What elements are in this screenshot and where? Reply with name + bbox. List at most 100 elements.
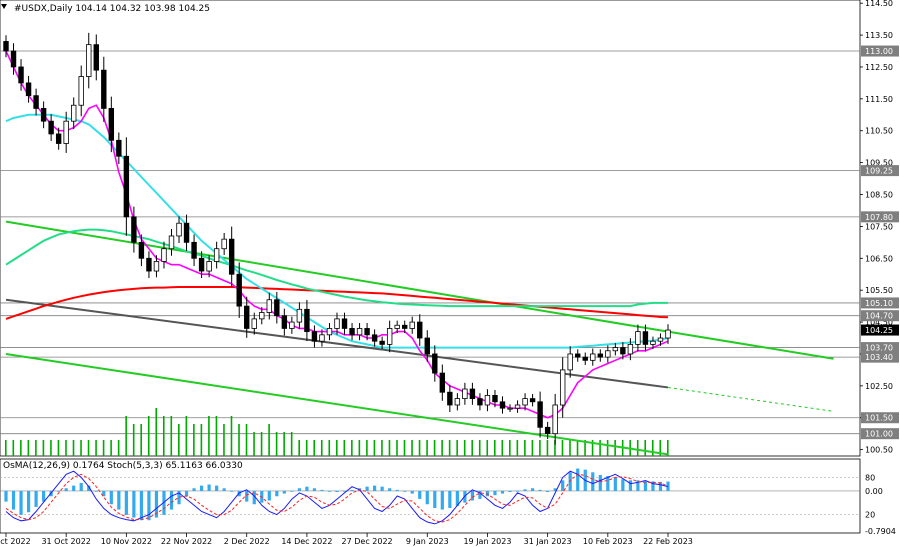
current-price-box [861, 324, 899, 336]
volume-bar-56 [426, 440, 428, 456]
volume-bar-61 [463, 440, 466, 456]
volume-bar-69 [524, 440, 526, 456]
candle-43 [326, 323, 333, 341]
candle-4 [33, 88, 39, 116]
volume-bar-31 [238, 424, 240, 456]
volume-bar-62 [471, 440, 474, 456]
osc-tick-3: -0.7904 [865, 527, 896, 536]
candle-body-56 [424, 337, 430, 355]
candle-body-60 [454, 398, 461, 406]
candle-30 [228, 226, 235, 287]
candle-37 [281, 308, 288, 336]
price-tick-4: 110.50 [865, 127, 893, 136]
osma-bar-17 [132, 490, 136, 518]
candle-18 [138, 234, 145, 267]
channel-dashed-2 [667, 386, 834, 412]
volume-bar-51 [388, 440, 391, 456]
osc-tick-2: 20 [865, 511, 875, 520]
candle-10 [78, 65, 84, 117]
volume-bar-1 [12, 440, 15, 456]
time-label-3: 22 Nov 2022 [161, 537, 212, 546]
osma-bar-33 [252, 490, 256, 505]
time-label-1: 31 Oct 2022 [41, 537, 90, 546]
candle-body-42 [319, 334, 325, 342]
time-label-5: 14 Dec 2022 [281, 537, 332, 546]
candle-body-48 [364, 328, 370, 336]
volume-bar-0 [5, 440, 7, 456]
osma-bar-23 [177, 490, 181, 505]
candle-1 [10, 43, 17, 75]
price-axis: 114.50 113.50 112.50 111.50 110.50 109.50 108.… [860, 0, 899, 455]
level-label-box-1 [861, 165, 899, 177]
candle-body-70 [529, 398, 536, 403]
volume-bar-19 [147, 416, 150, 456]
candle-body-12 [93, 44, 99, 71]
channel-line-1 [5, 352, 669, 456]
volume-bar-13 [102, 440, 105, 456]
candle-body-15 [116, 139, 122, 157]
candle-body-34 [259, 312, 265, 320]
osma-bar-15 [117, 490, 121, 510]
level-label-box-6 [861, 351, 899, 363]
candle-88 [665, 324, 671, 344]
candle-79 [597, 349, 603, 362]
volume-bar-5 [42, 440, 45, 456]
candle-body-84 [635, 331, 641, 345]
candle-77 [582, 352, 588, 365]
volume-bar-75 [569, 440, 571, 456]
volume-bar-50 [381, 440, 383, 456]
osma-bar-10 [79, 482, 83, 491]
candle-body-10 [78, 76, 84, 106]
candle-body-5 [40, 108, 47, 122]
volume-bar-9 [72, 440, 75, 456]
candle-52 [394, 320, 400, 334]
candle-body-20 [153, 261, 160, 272]
candle-body-52 [394, 324, 400, 329]
volume-bar-65 [493, 440, 496, 456]
time-label-2: 10 Nov 2022 [101, 537, 152, 546]
candle-body-63 [477, 398, 483, 406]
candle-2 [18, 59, 24, 91]
osma-bar-1 [11, 490, 16, 510]
volume-bar-25 [193, 424, 195, 456]
candle-40 [304, 299, 310, 342]
candle-27 [206, 255, 212, 278]
osma-bar-51 [388, 488, 392, 491]
candle-body-21 [161, 248, 167, 262]
volume-bar-47 [358, 440, 361, 456]
channel-line-0 [5, 220, 669, 333]
candle-body-33 [251, 318, 257, 329]
candle-body-16 [123, 155, 130, 218]
osma-bar-36 [275, 490, 279, 497]
channel-line-2 [5, 298, 669, 389]
osma-bar-37 [282, 490, 286, 494]
volume-bar-35 [268, 424, 270, 456]
candle-55 [417, 314, 423, 346]
volume-bar-39 [298, 440, 300, 456]
candle-84 [635, 324, 641, 352]
osma-bar-14 [109, 490, 113, 505]
candle-66 [499, 396, 506, 414]
candle-body-27 [206, 261, 212, 272]
price-tick-9: 105.50 [865, 286, 893, 295]
volume-bar-64 [486, 440, 489, 456]
price-tick-0: 114.50 [865, 0, 893, 8]
volume-bar-71 [539, 440, 541, 456]
osma-bar-87 [658, 481, 663, 491]
volume-bar-15 [117, 440, 120, 456]
volume-bar-7 [57, 440, 60, 456]
level-label-2: 107.80 [865, 213, 893, 222]
volume-bar-3 [27, 440, 30, 456]
candle-7 [55, 127, 62, 150]
osma-bar-28 [215, 485, 219, 491]
candle-39 [296, 302, 303, 330]
candle-body-81 [612, 347, 619, 352]
osma-bar-76 [576, 468, 580, 491]
osma-bar-83 [628, 480, 632, 491]
candle-body-55 [417, 321, 423, 339]
collapse-arrow-icon[interactable] [1, 4, 7, 9]
osma-bar-18 [139, 490, 144, 521]
candle-38 [289, 316, 295, 334]
candle-body-4 [33, 95, 39, 109]
candle-body-36 [274, 299, 280, 317]
